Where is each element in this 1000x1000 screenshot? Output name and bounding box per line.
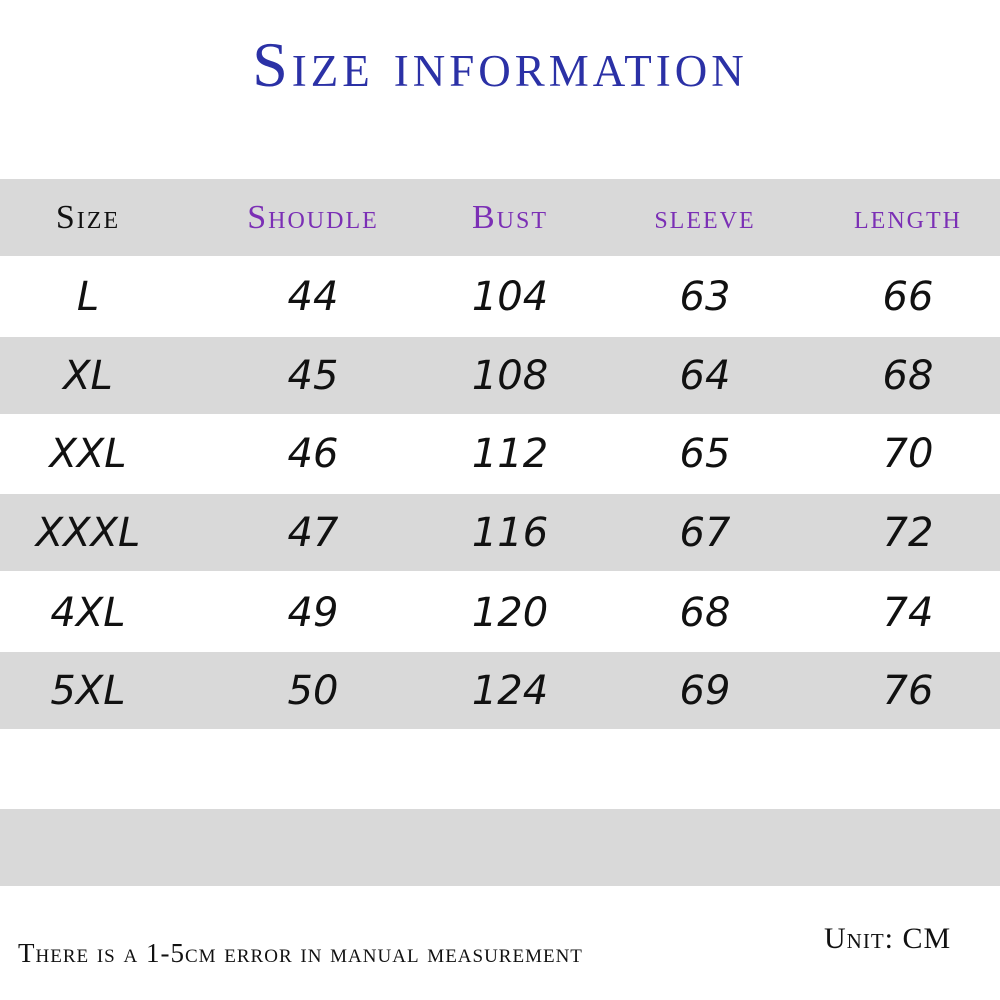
value-cell: 45 xyxy=(287,352,339,399)
value-cell: 68 xyxy=(882,352,934,399)
empty-row xyxy=(0,809,1000,886)
value-cell: 69 xyxy=(679,667,731,714)
header-length: length xyxy=(854,198,962,236)
size-cell: 4XL xyxy=(50,589,126,636)
value-cell: 49 xyxy=(287,589,339,636)
header-size: Size xyxy=(55,198,121,236)
table-header: Size Shoudle Bust sleeve length xyxy=(0,179,1000,256)
measurement-note: There is a 1-5cm error in manual measure… xyxy=(18,938,583,968)
value-cell: 47 xyxy=(287,509,339,556)
header-shoulder: Shoudle xyxy=(247,198,379,236)
value-cell: 46 xyxy=(287,430,339,477)
size-cell: XL xyxy=(63,352,113,399)
value-cell: 64 xyxy=(679,352,731,399)
size-cell: XXXL xyxy=(35,509,141,556)
value-cell: 66 xyxy=(882,273,934,320)
unit-label: Unit: CM xyxy=(824,922,952,955)
empty-row xyxy=(0,731,1000,808)
value-cell: 50 xyxy=(287,667,339,714)
value-cell: 72 xyxy=(882,509,934,556)
value-cell: 124 xyxy=(471,667,549,714)
size-cell: XXL xyxy=(49,430,127,477)
value-cell: 44 xyxy=(287,273,339,320)
value-cell: 67 xyxy=(679,509,731,556)
value-cell: 68 xyxy=(679,589,731,636)
value-cell: 116 xyxy=(471,509,549,556)
table-row: XXL 46 112 65 70 xyxy=(0,415,1000,492)
value-cell: 70 xyxy=(882,430,934,477)
header-sleeve: sleeve xyxy=(654,198,756,236)
table-row: XXXL 47 116 67 72 xyxy=(0,494,1000,571)
page-title: Size information xyxy=(252,29,748,100)
table-row: L 44 104 63 66 xyxy=(0,258,1000,335)
size-cell: L xyxy=(76,273,100,320)
value-cell: 104 xyxy=(471,273,549,320)
value-cell: 120 xyxy=(471,589,549,636)
table-row: 5XL 50 124 69 76 xyxy=(0,652,1000,729)
value-cell: 63 xyxy=(679,273,731,320)
value-cell: 65 xyxy=(679,430,731,477)
value-cell: 74 xyxy=(882,589,934,636)
value-cell: 76 xyxy=(882,667,934,714)
size-cell: 5XL xyxy=(50,667,126,714)
header-bust: Bust xyxy=(471,198,549,236)
value-cell: 112 xyxy=(471,430,549,477)
table-row: XL 45 108 64 68 xyxy=(0,337,1000,414)
table-row: 4XL 49 120 68 74 xyxy=(0,574,1000,651)
value-cell: 108 xyxy=(471,352,549,399)
